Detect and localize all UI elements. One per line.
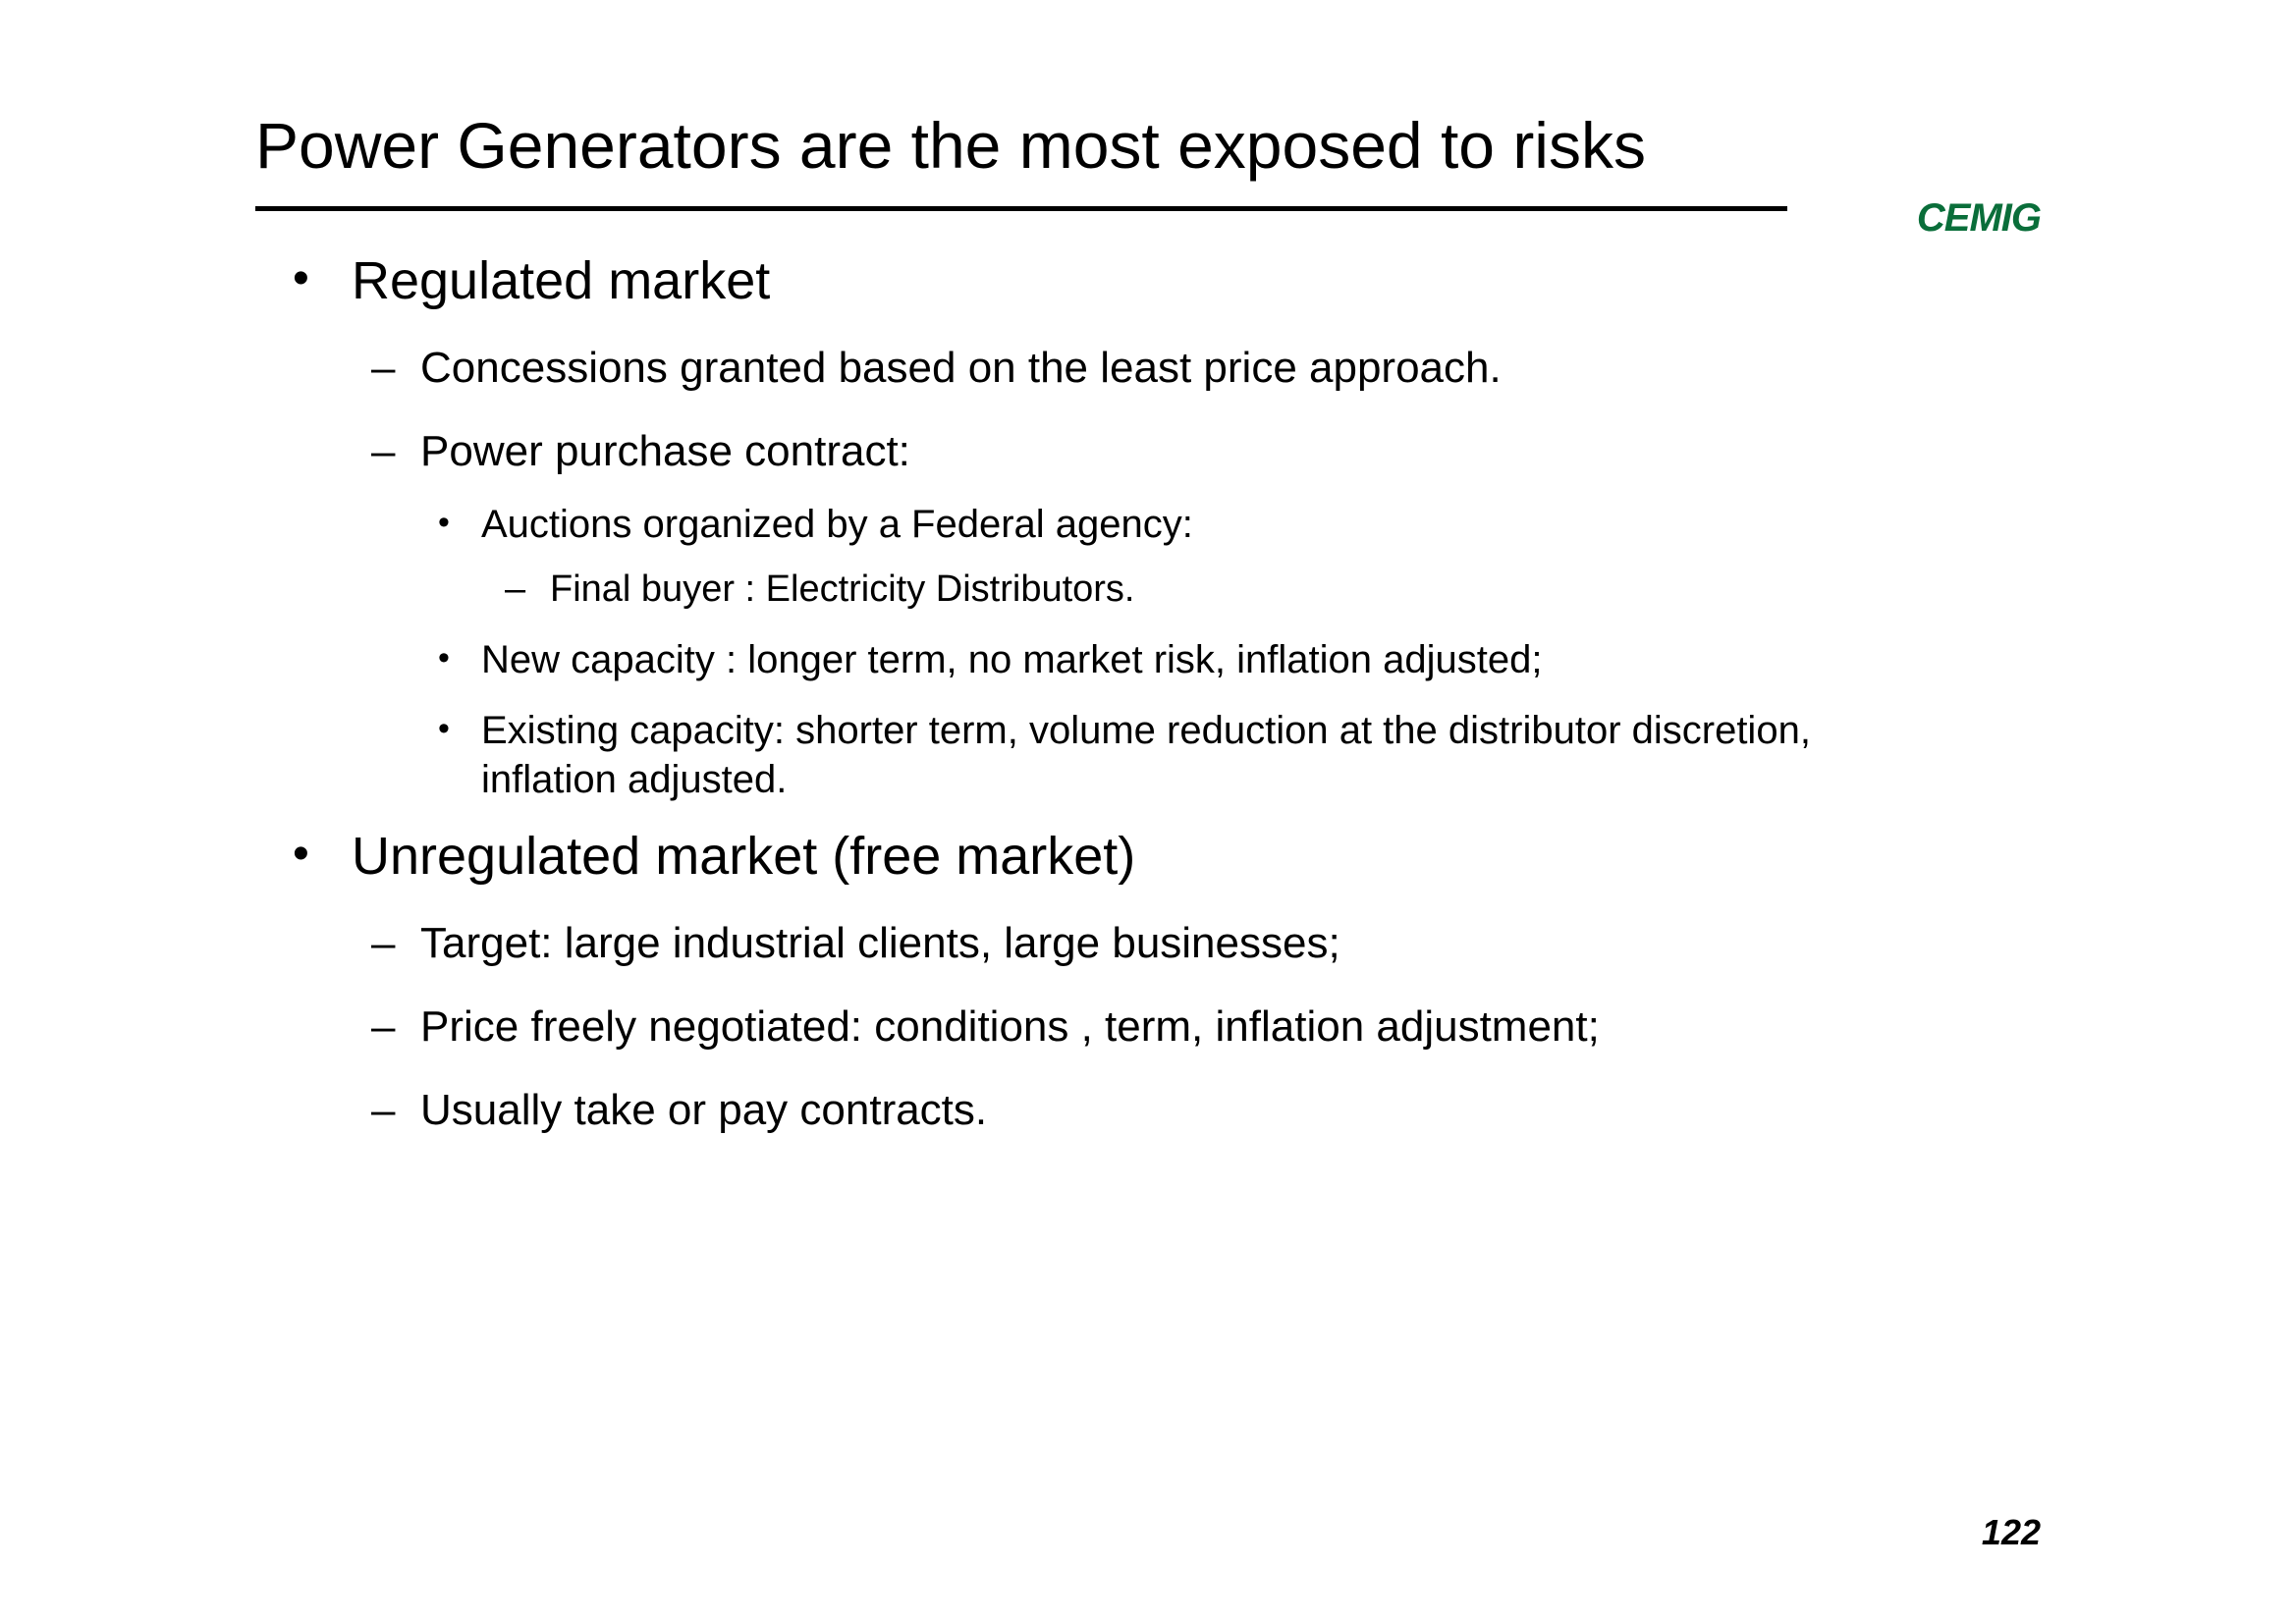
title-rule (255, 206, 1787, 211)
sub-bullet-text: Auctions organized by a Federal agency: (481, 503, 1193, 546)
bullet-text: Power purchase contract: (420, 427, 910, 475)
section-heading: Regulated market Concessions granted bas… (275, 250, 2041, 804)
bullet-item: Power purchase contract: Auctions organi… (352, 424, 2041, 804)
bullet-item: Usually take or pay contracts. (352, 1083, 2041, 1137)
page-number: 122 (1982, 1512, 2041, 1553)
brand-logo: CEMIG (1917, 196, 2041, 241)
section-heading-text: Unregulated market (free market) (352, 827, 1135, 886)
bullet-item: Concessions granted based on the least p… (352, 341, 2041, 395)
slide: Power Generators are the most exposed to… (0, 0, 2296, 1622)
section-heading: Unregulated market (free market) Target:… (275, 826, 2041, 1137)
slide-title: Power Generators are the most exposed to… (255, 108, 2041, 183)
slide-content: Regulated market Concessions granted bas… (255, 250, 2041, 1137)
section-heading-text: Regulated market (352, 251, 770, 310)
bullet-item: Price freely negotiated: conditions , te… (352, 1000, 2041, 1054)
sub-bullet-item: Auctions organized by a Federal agency: … (420, 500, 1895, 614)
subsub-bullet-item: Final buyer : Electricity Distributors. (481, 567, 1895, 614)
sub-bullet-item: New capacity : longer term, no market ri… (420, 635, 1895, 684)
bullet-item: Target: large industrial clients, large … (352, 916, 2041, 970)
sub-bullet-item: Existing capacity: shorter term, volume … (420, 706, 1895, 804)
